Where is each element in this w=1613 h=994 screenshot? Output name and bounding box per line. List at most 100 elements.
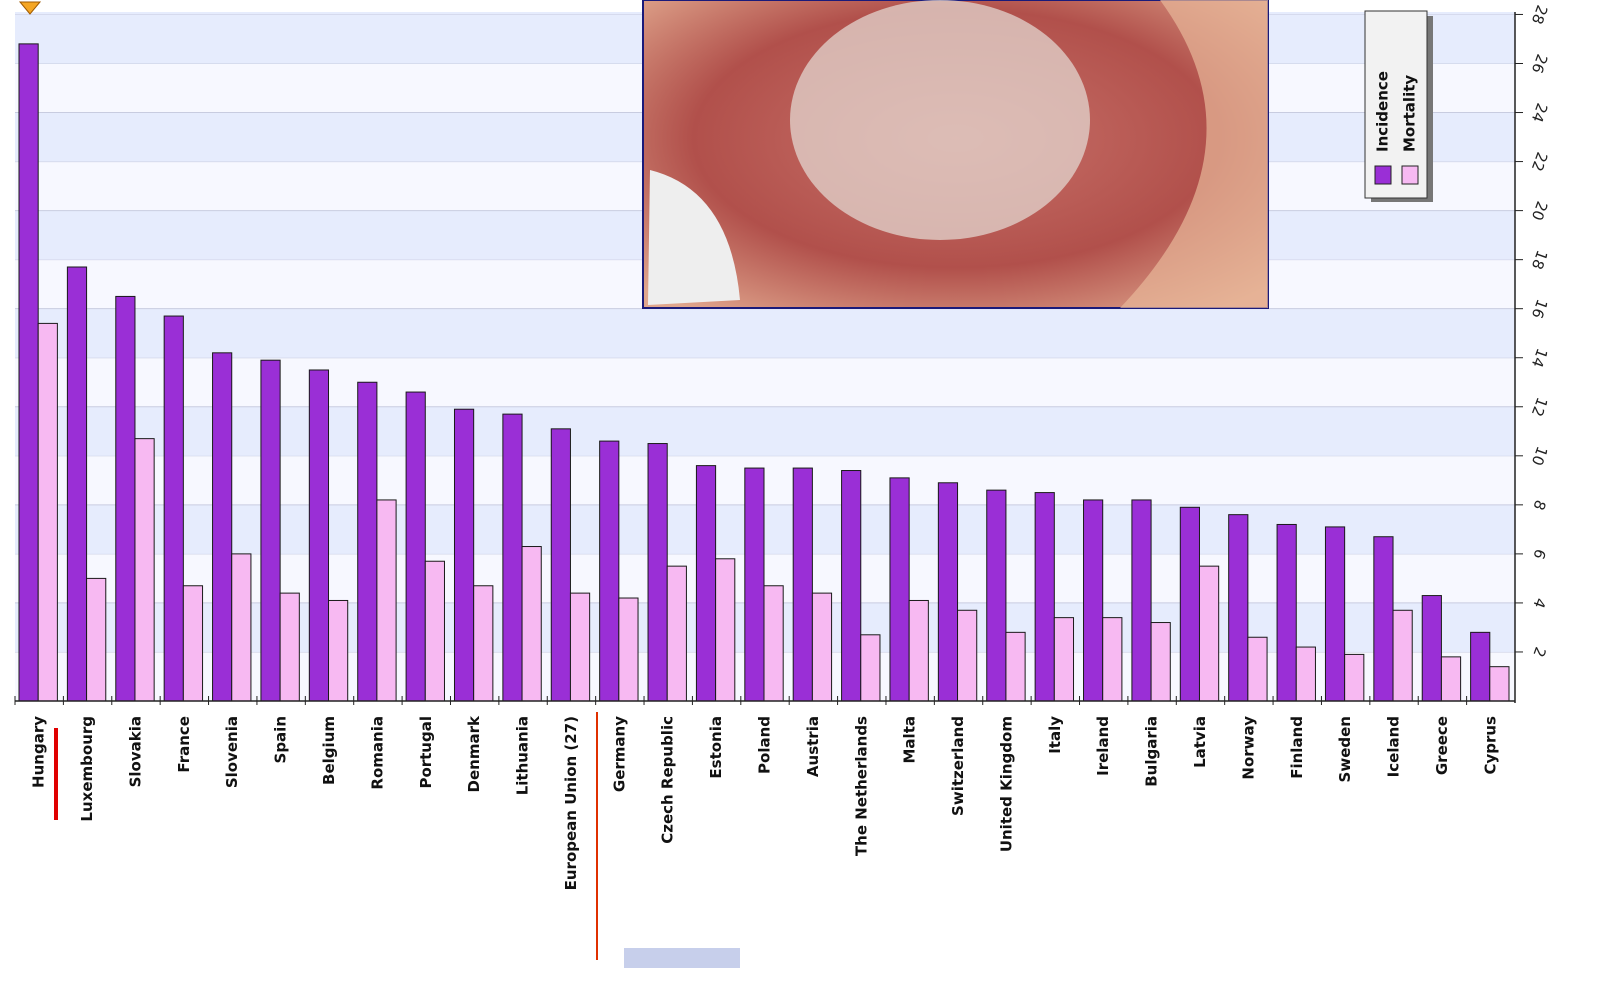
y-tick-label: 10 [1528, 444, 1551, 468]
x-tick-label: Bulgaria [1143, 716, 1161, 787]
x-tick-label: Latvia [1191, 716, 1209, 768]
x-tick-label: Czech Republic [659, 716, 677, 844]
y-tick-label: 6 [1529, 546, 1549, 561]
y-tick-label: 24 [1528, 101, 1551, 125]
x-tick-label: Poland [756, 716, 774, 774]
bar [1034, 492, 1055, 702]
bar [1489, 666, 1510, 702]
bar [1470, 631, 1491, 702]
y-tick-label: 28 [1528, 3, 1551, 27]
x-tick-label: Hungary [30, 716, 48, 788]
bar [599, 440, 620, 702]
bar [937, 482, 959, 702]
bar [134, 438, 155, 702]
bar [115, 295, 136, 702]
bar [569, 592, 591, 702]
y-tick-label: 22 [1528, 150, 1551, 174]
x-tick-label: Belgium [320, 716, 338, 785]
bar [1392, 609, 1413, 702]
x-tick-label: Spain [272, 716, 290, 763]
bar [1440, 656, 1462, 702]
bar [550, 428, 571, 702]
bar [473, 585, 494, 702]
x-tick-label: Iceland [1385, 716, 1403, 777]
y-tick-label: 18 [1528, 248, 1551, 272]
legend-label: Mortality [1401, 75, 1419, 152]
bar [357, 381, 378, 702]
bar [308, 369, 330, 702]
photo-lesion [790, 0, 1090, 240]
grid-band [15, 406, 1515, 456]
bar [908, 599, 929, 702]
y-tick-label: 20 [1528, 199, 1551, 223]
x-tick-label: Ireland [1094, 716, 1112, 776]
marker [18, 1, 42, 15]
x-tick-label: European Union (27) [562, 716, 580, 890]
bar [695, 465, 717, 702]
x-tick-label: Sweden [1336, 716, 1354, 782]
bar [889, 477, 910, 702]
y-tick-label: 14 [1528, 346, 1551, 370]
x-tick-label: Malta [901, 716, 919, 763]
grid-band [15, 308, 1515, 358]
photo-gauze [648, 170, 740, 305]
bar [647, 443, 668, 702]
bar [182, 585, 204, 702]
bar [666, 565, 687, 702]
bar [618, 597, 639, 702]
x-tick-label: United Kingdom [997, 716, 1015, 852]
x-tick-label: Estonia [707, 716, 725, 779]
bar [231, 553, 252, 702]
bar [1131, 499, 1152, 702]
legend-swatch [1401, 165, 1419, 185]
bar [37, 322, 58, 702]
bar [1421, 595, 1442, 702]
bar [163, 315, 184, 702]
x-tick-label: Cyprus [1481, 716, 1499, 775]
x-tick-label: Norway [1239, 716, 1257, 780]
x-tick-label: The Netherlands [852, 716, 870, 856]
x-tick-label: Switzerland [949, 716, 967, 816]
bar [860, 634, 881, 702]
x-tick-label: Slovakia [126, 716, 144, 787]
photo-lip [1120, 0, 1268, 308]
y-tick-label: 4 [1529, 596, 1549, 611]
x-tick-label: Denmark [465, 715, 483, 792]
bar [1198, 565, 1220, 702]
bar [1083, 499, 1104, 702]
bar [1373, 536, 1394, 702]
y-tick-label: 16 [1528, 297, 1551, 321]
y-tick-label: 8 [1529, 497, 1549, 512]
bar [424, 560, 445, 702]
bar [1102, 617, 1123, 702]
x-tick-label: Austria [804, 716, 822, 777]
bar [1053, 617, 1075, 702]
bar [811, 592, 833, 702]
bar [763, 585, 784, 702]
x-tick-label: Luxembourg [78, 716, 96, 822]
bar [1276, 523, 1297, 702]
bar [792, 467, 813, 702]
x-tick-label: Portugal [417, 716, 435, 789]
bar [1228, 514, 1249, 702]
y-tick-label: 26 [1528, 52, 1551, 76]
bar [405, 391, 426, 702]
legend: Incidence Mortality [1364, 10, 1433, 202]
bar [260, 359, 281, 702]
bar [521, 546, 542, 702]
bar [986, 489, 1007, 702]
bar [957, 609, 978, 702]
y-tick-label: 2 [1529, 645, 1549, 660]
bar [841, 470, 862, 702]
x-tick-label: France [175, 716, 193, 773]
bar [1247, 636, 1268, 702]
photo-inset [642, 0, 1269, 309]
bar [1344, 653, 1365, 702]
x-tick-label: Lithuania [514, 716, 532, 795]
bar [66, 266, 88, 702]
bar [328, 599, 349, 702]
legend-swatch [1374, 165, 1392, 185]
x-tick-label: Greece [1433, 716, 1451, 775]
